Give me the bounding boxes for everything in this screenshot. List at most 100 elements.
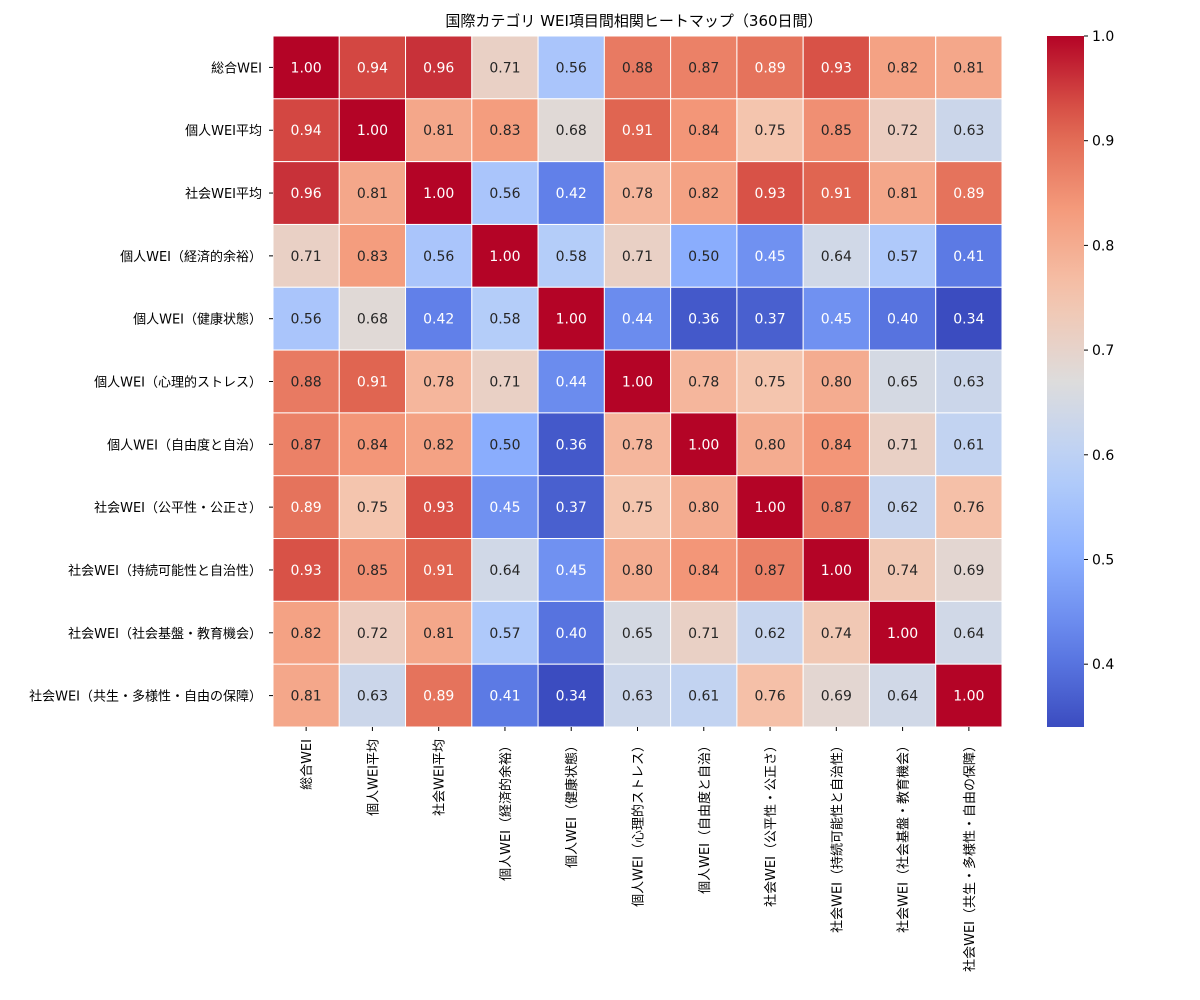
heatmap-cell-label-7-3: 0.45: [489, 500, 520, 516]
heatmap-cell-label-5-0: 0.88: [291, 375, 322, 391]
heatmap-cell-label-5-4: 0.44: [556, 375, 587, 391]
heatmap-cell-4-8: [802, 286, 870, 351]
heatmap-cell-9-8: [802, 600, 870, 665]
heatmap-cell-6-9: [868, 412, 937, 477]
heatmap-cell-7-5: [603, 475, 672, 540]
heatmap-cell-label-6-7: 0.80: [754, 437, 785, 453]
heatmap-cell-label-8-2: 0.91: [423, 563, 454, 579]
heatmap-cell-label-0-9: 0.82: [887, 60, 918, 76]
heatmap-cell-label-10-2: 0.89: [423, 689, 454, 705]
x-tick-label-3: 個人WEI（経済的余裕）: [498, 739, 514, 881]
y-tick-label-4: 個人WEI（健康状態）: [133, 312, 262, 328]
heatmap-cell-label-5-6: 0.78: [688, 375, 719, 391]
colorbar-tick-label-4: 0.8: [1092, 238, 1114, 254]
heatmap-cell-label-9-1: 0.72: [357, 626, 388, 642]
heatmap-cell-2-8: [802, 161, 870, 225]
heatmap-cell-7-6: [670, 475, 738, 540]
y-tick-label-8: 社会WEI（持続可能性と自治性）: [68, 563, 262, 579]
heatmap-cell-9-0: [272, 600, 340, 665]
heatmap-cell-10-7: [736, 663, 804, 728]
heatmap-cell-label-0-0: 1.00: [291, 60, 322, 76]
heatmap-cell-8-5: [603, 538, 672, 602]
heatmap-cell-label-6-8: 0.84: [821, 437, 852, 453]
heatmap-cell-4-2: [405, 286, 473, 351]
heatmap-cell-2-4: [537, 161, 605, 225]
heatmap-cell-10-4: [537, 663, 605, 728]
heatmap-cell-label-5-7: 0.75: [754, 375, 785, 391]
heatmap-cell-label-5-10: 0.63: [953, 375, 984, 391]
heatmap-cell-9-4: [537, 600, 605, 665]
heatmap-cell-3-3: [471, 223, 539, 288]
heatmap-cell-3-6: [670, 223, 738, 288]
heatmap-cell-3-2: [405, 223, 473, 288]
heatmap-cell-2-5: [603, 161, 672, 225]
heatmap-cell-label-4-2: 0.42: [423, 312, 454, 328]
heatmap-cell-10-10: [935, 663, 1003, 728]
heatmap-cell-6-10: [935, 412, 1003, 477]
heatmap-cell-8-0: [272, 538, 340, 602]
heatmap-cell-label-4-4: 1.00: [556, 312, 587, 328]
heatmap-cell-label-1-3: 0.83: [489, 123, 520, 139]
heatmap-cell-5-3: [471, 349, 539, 414]
heatmap-cell-label-3-7: 0.45: [754, 249, 785, 265]
heatmap-cell-6-1: [338, 412, 407, 477]
heatmap-cell-label-2-3: 0.56: [489, 186, 520, 202]
x-axis-ticks: 総合WEI 個人WEI平均 社会WEI平均 個人WEI（経済的余裕） 個人WEI（健康状…: [300, 727, 978, 972]
heatmap-cell-9-2: [405, 600, 473, 665]
heatmap-cell-2-10: [935, 161, 1003, 225]
x-tick-label-7: 社会WEI（公平性・公正さ）: [763, 739, 779, 907]
heatmap-cell-5-10: [935, 349, 1003, 414]
heatmap-cell-label-5-2: 0.78: [423, 375, 454, 391]
heatmap-cell-6-0: [272, 412, 340, 477]
heatmap-cell-label-2-0: 0.96: [291, 186, 322, 202]
heatmap-cell-7-1: [338, 475, 407, 540]
heatmap-cell-label-6-10: 0.61: [953, 437, 984, 453]
heatmap-cell-label-9-7: 0.62: [754, 626, 785, 642]
colorbar-ticks: 0.4 0.5 0.6 0.7 0.8 0.9 1.0: [1084, 29, 1114, 673]
heatmap-cell-7-9: [868, 475, 937, 540]
heatmap-cell-label-0-7: 0.89: [754, 60, 785, 76]
heatmap-cell-label-6-2: 0.82: [423, 437, 454, 453]
y-tick-label-0: 総合WEI: [211, 61, 262, 76]
heatmap-cell-label-7-7: 1.00: [754, 500, 785, 516]
x-tick-label-4: 個人WEI（健康状態）: [564, 739, 580, 868]
heatmap-cell-3-10: [935, 223, 1003, 288]
heatmap-cell-label-4-9: 0.40: [887, 312, 918, 328]
heatmap-cell-label-4-10: 0.34: [953, 312, 984, 328]
heatmap-cell-label-5-9: 0.65: [887, 375, 918, 391]
heatmap-cell-label-4-7: 0.37: [754, 312, 785, 328]
heatmap-cell-6-2: [405, 412, 473, 477]
heatmap-cell-7-0: [272, 475, 340, 540]
heatmap-cell-label-2-7: 0.93: [754, 186, 785, 202]
heatmap-cell-10-2: [405, 663, 473, 728]
heatmap-cell-1-4: [537, 98, 605, 163]
heatmap-cell-label-3-2: 0.56: [423, 249, 454, 265]
heatmap-cell-3-8: [802, 223, 870, 288]
heatmap-cell-label-5-1: 0.91: [357, 375, 388, 391]
heatmap-cell-2-0: [272, 161, 340, 225]
heatmap-cell-10-8: [802, 663, 870, 728]
heatmap-cell-label-3-10: 0.41: [953, 249, 984, 265]
heatmap-cell-label-1-8: 0.85: [821, 123, 852, 139]
y-tick-label-10: 社会WEI（共生・多様性・自由の保障）: [29, 689, 262, 705]
heatmap-cell-7-10: [935, 475, 1003, 540]
heatmap-cell-labels: 1.00 0.94 0.96 0.71 0.56 0.88 0.87 0.89 0.93 0.82…: [291, 60, 985, 704]
heatmap-cell-label-8-6: 0.84: [688, 563, 719, 579]
heatmap-cell-9-3: [471, 600, 539, 665]
heatmap-cell-label-10-3: 0.41: [489, 689, 520, 705]
heatmap-cell-label-8-7: 0.87: [754, 563, 785, 579]
heatmap-cell-6-3: [471, 412, 539, 477]
x-tick-label-1: 個人WEI平均: [366, 739, 381, 816]
x-tick-label-6: 個人WEI（自由度と自治）: [697, 739, 713, 894]
heatmap-cell-0-7: [736, 35, 804, 100]
heatmap-cell-3-9: [868, 223, 937, 288]
heatmap-cell-label-8-5: 0.80: [622, 563, 653, 579]
heatmap-cell-label-10-6: 0.61: [688, 689, 719, 705]
heatmap-cell-label-10-7: 0.76: [754, 689, 785, 705]
heatmap-cell-0-9: [868, 35, 937, 100]
heatmap-cell-5-8: [802, 349, 870, 414]
heatmap-cell-label-8-0: 0.93: [291, 563, 322, 579]
heatmap-cell-4-5: [603, 286, 672, 351]
y-tick-label-2: 社会WEI平均: [185, 186, 262, 202]
heatmap-cell-label-1-10: 0.63: [953, 123, 984, 139]
